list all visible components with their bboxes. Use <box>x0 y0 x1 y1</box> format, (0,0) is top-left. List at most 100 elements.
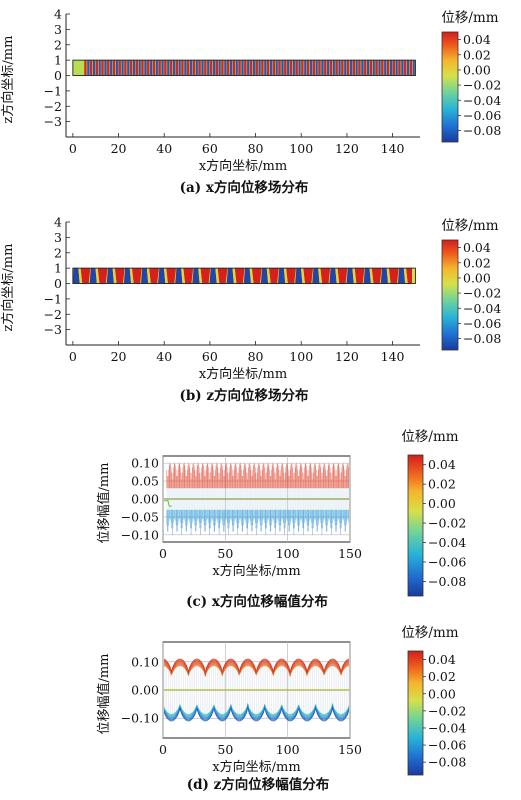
panel-a-strip-stripe-cyan <box>117 60 119 76</box>
panel-a-strip-stripe-cyan <box>397 60 399 76</box>
panel-d-series <box>164 658 349 722</box>
panel-c: 0.10 0.05 0.00 −0.05 −0.100 50 100 150 x方向坐标/mm 位… <box>96 429 466 610</box>
panel-b-x-tick-label: 20 <box>111 349 127 364</box>
panel-d-x-tick-label: 0 <box>159 742 167 757</box>
panel-c-x-tick-label: 50 <box>217 546 233 561</box>
panel-a-strip-stripe-cyan <box>203 60 205 76</box>
panel-a-y-tick-label: 4 <box>54 7 62 22</box>
panel-b-strip-transition <box>266 268 271 284</box>
panel-b-strip-crest <box>131 268 142 284</box>
panel-a-colorbar-tick-label: 0.00 <box>463 62 491 77</box>
panel-a-strip-stripe-cyan <box>403 60 405 76</box>
panel-b-colorbar-tick-label: 0.04 <box>463 240 491 255</box>
panel-a-strip-stripe-blue <box>155 60 158 76</box>
panel-a-strip-stripe-cyan <box>260 60 262 76</box>
panel-a-strip-stripe-cyan <box>180 60 182 76</box>
panel-a-strip-stripe-cyan <box>123 60 125 76</box>
panel-a-strip-stripe-yellow <box>143 60 145 76</box>
panel-a-strip-stripe-blue <box>98 60 101 76</box>
panel-a-strip-stripe-red <box>266 60 270 76</box>
panel-b-y-tick-label: −3 <box>44 322 62 337</box>
panel-a-strip-stripe-blue <box>218 60 221 76</box>
panel-a-strip-stripe-yellow <box>229 60 230 76</box>
panel-b-strip-transition <box>352 268 357 284</box>
panel-a-strip-stripe-yellow <box>235 60 236 76</box>
panel-c-series <box>164 463 349 535</box>
panel-a-strip-stripe-blue <box>115 60 118 76</box>
panel-b-strip-trough <box>106 268 114 284</box>
panel-a-strip-stripe-yellow <box>303 60 305 76</box>
panel-a-strip-stripe-cyan <box>363 60 365 76</box>
panel-a-strip-stripe-red <box>84 60 87 76</box>
panel-c-x-tick-label: 0 <box>159 546 167 561</box>
panel-b-x-tick-label: 140 <box>381 349 405 364</box>
panel-a-strip-stripe-yellow <box>178 60 179 76</box>
panel-a-strip-stripe-cyan <box>237 60 239 76</box>
panel-a-strip-stripe-yellow <box>223 60 225 76</box>
panel-a-strip-stripe-red <box>95 60 99 76</box>
panel-a-y-tick-label: −3 <box>44 114 62 129</box>
panel-a-strip-stripe-red <box>289 60 293 76</box>
panel-a-strip-stripe-blue <box>367 60 370 76</box>
panel-a-strip-stripe-cyan <box>215 60 216 76</box>
panel-b-colorbar <box>441 239 459 351</box>
panel-c-start-segment <box>164 500 172 507</box>
panel-a-strip-stripe-blue <box>355 60 358 76</box>
panel-a-strip-stripe-cyan <box>323 60 325 76</box>
panel-a-strip-stripe-blue <box>167 60 170 76</box>
panel-a-strip-stripe-blue <box>406 60 410 76</box>
panel-b-y-tick-label: 4 <box>54 215 62 230</box>
panel-a-strip-stripe-yellow <box>252 60 253 76</box>
panel-a-colorbar-tick-label: −0.08 <box>463 123 501 138</box>
panel-b-y-tick-label: 2 <box>54 245 62 260</box>
panel-b-strip-crest <box>234 268 245 284</box>
panel-b-strip-transition <box>249 268 254 284</box>
panel-a-strip-stripe-yellow <box>172 60 173 76</box>
panel-a-strip-stripe-yellow <box>275 60 276 76</box>
panel-a-strip-stripe-red <box>324 60 327 76</box>
panel-a-strip-stripe-yellow <box>394 60 396 76</box>
panel-a-strip-stripe-blue <box>104 60 107 76</box>
panel-a-strip-stripe-red <box>306 60 310 76</box>
panel-b-strip-crest <box>166 268 176 284</box>
panel-a-colorbar-tick-label: 0.02 <box>463 47 491 62</box>
panel-a-strip-stripe-yellow <box>195 60 196 76</box>
panel-b-strip-trough <box>89 268 97 284</box>
panel-a-strip-stripe-yellow <box>337 60 339 76</box>
panel-b-strip-trough <box>123 268 132 284</box>
panel-a-strip-stripe-yellow <box>240 60 242 76</box>
panel-b-strip-trough <box>346 268 354 284</box>
panel-a-strip-stripe-blue <box>258 60 261 76</box>
panel-a-strip-stripe-cyan <box>163 60 165 76</box>
panel-b-strip-crest <box>286 268 296 284</box>
panel-b-strip-transition <box>146 268 151 284</box>
panel-c-colorbar-title: 位移/mm <box>401 429 458 445</box>
panel-a-strip-stripe-cyan <box>340 60 342 76</box>
panel-b-strip-trough <box>380 268 389 284</box>
panel-c-y-tick-label: 0.05 <box>131 474 159 489</box>
panel-c-y-tick-label: −0.05 <box>121 509 159 524</box>
panel-a-strip-stripe-blue <box>389 60 393 76</box>
panel-a-strip-stripe-blue <box>247 60 250 76</box>
panel-a-caption: (a) x方向位移场分布 <box>180 179 309 196</box>
panel-a-strip-stripe-red <box>375 60 378 76</box>
panel-a-strip-stripe-blue <box>224 60 227 76</box>
panel-b-strip-crest <box>337 268 348 284</box>
panel-c-x-label: x方向坐标/mm <box>212 563 300 579</box>
panel-a-strip-stripe-yellow <box>86 60 88 76</box>
panel-d-x-tick-label: 50 <box>217 742 233 757</box>
panel-b-strip-trough <box>397 268 406 284</box>
panel-c-y-label: 位移幅值/mm <box>96 462 112 543</box>
panel-c-colorbar-tick-label: −0.04 <box>428 535 466 550</box>
panel-c-colorbar-tick-label: −0.08 <box>428 574 466 589</box>
panel-a-strip-stripe-yellow <box>120 60 122 76</box>
panel-d-y-label: 位移幅值/mm <box>96 653 112 734</box>
panel-a-strip-stripe-yellow <box>269 60 270 76</box>
panel-a-strip-stripe-yellow <box>400 60 402 76</box>
panel-b-y-tick-label: 1 <box>54 261 62 276</box>
panel-a-strip-stripe-red <box>272 60 276 76</box>
panel-d-colorbar-tick-label: −0.06 <box>428 738 466 753</box>
panel-d-x-tick-label: 100 <box>276 742 300 757</box>
panel-b-y-label: z方向坐标/mm <box>0 244 16 332</box>
